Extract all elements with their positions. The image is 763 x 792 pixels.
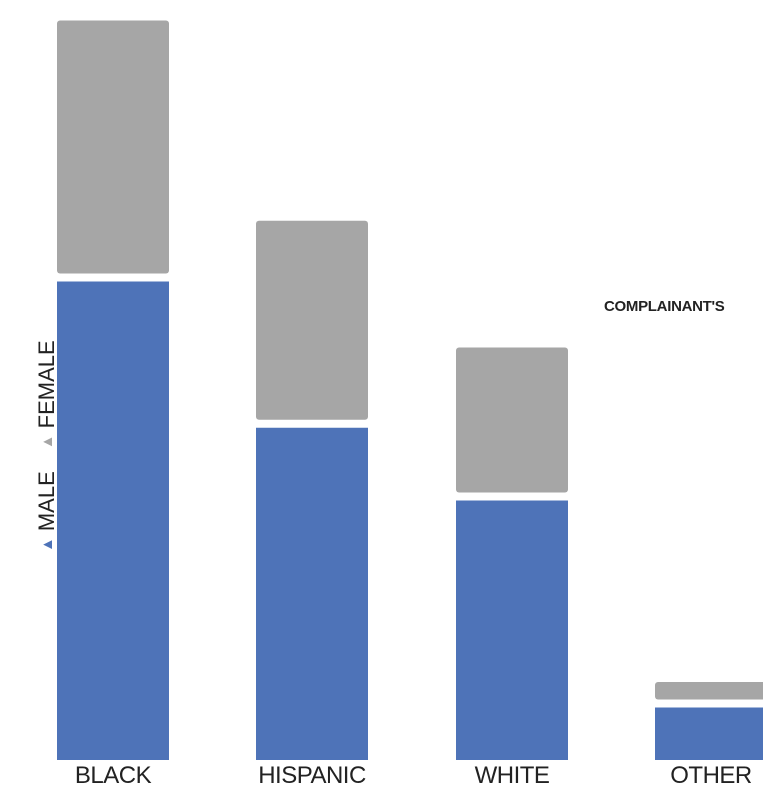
bar-male-other: [655, 707, 763, 760]
bar-female-black: [57, 20, 169, 274]
chart-annotation: COMPLAINANT'S: [604, 298, 725, 315]
bar-male-hispanic: [256, 427, 368, 760]
bar-female-hispanic: [256, 220, 368, 420]
triangle-icon: ▲: [38, 537, 56, 552]
category-label-hispanic: HISPANIC: [258, 762, 366, 789]
category-label-other: OTHER: [670, 762, 752, 789]
bar-male-black: [57, 281, 169, 760]
bar-male-white: [456, 500, 568, 760]
triangle-icon: ▲: [38, 434, 56, 450]
legend: ▲ MALE ▲ FEMALE: [34, 318, 60, 552]
category-label-white: WHITE: [474, 762, 550, 789]
legend-label-female: FEMALE: [34, 340, 59, 429]
category-label-black: BLACK: [74, 762, 152, 789]
legend-label-male: MALE: [34, 471, 59, 532]
bar-female-white: [456, 347, 568, 493]
legend-item-male: ▲ MALE: [34, 471, 60, 552]
legend-item-female: ▲ FEMALE: [34, 340, 60, 449]
bar-female-other: [655, 682, 763, 700]
